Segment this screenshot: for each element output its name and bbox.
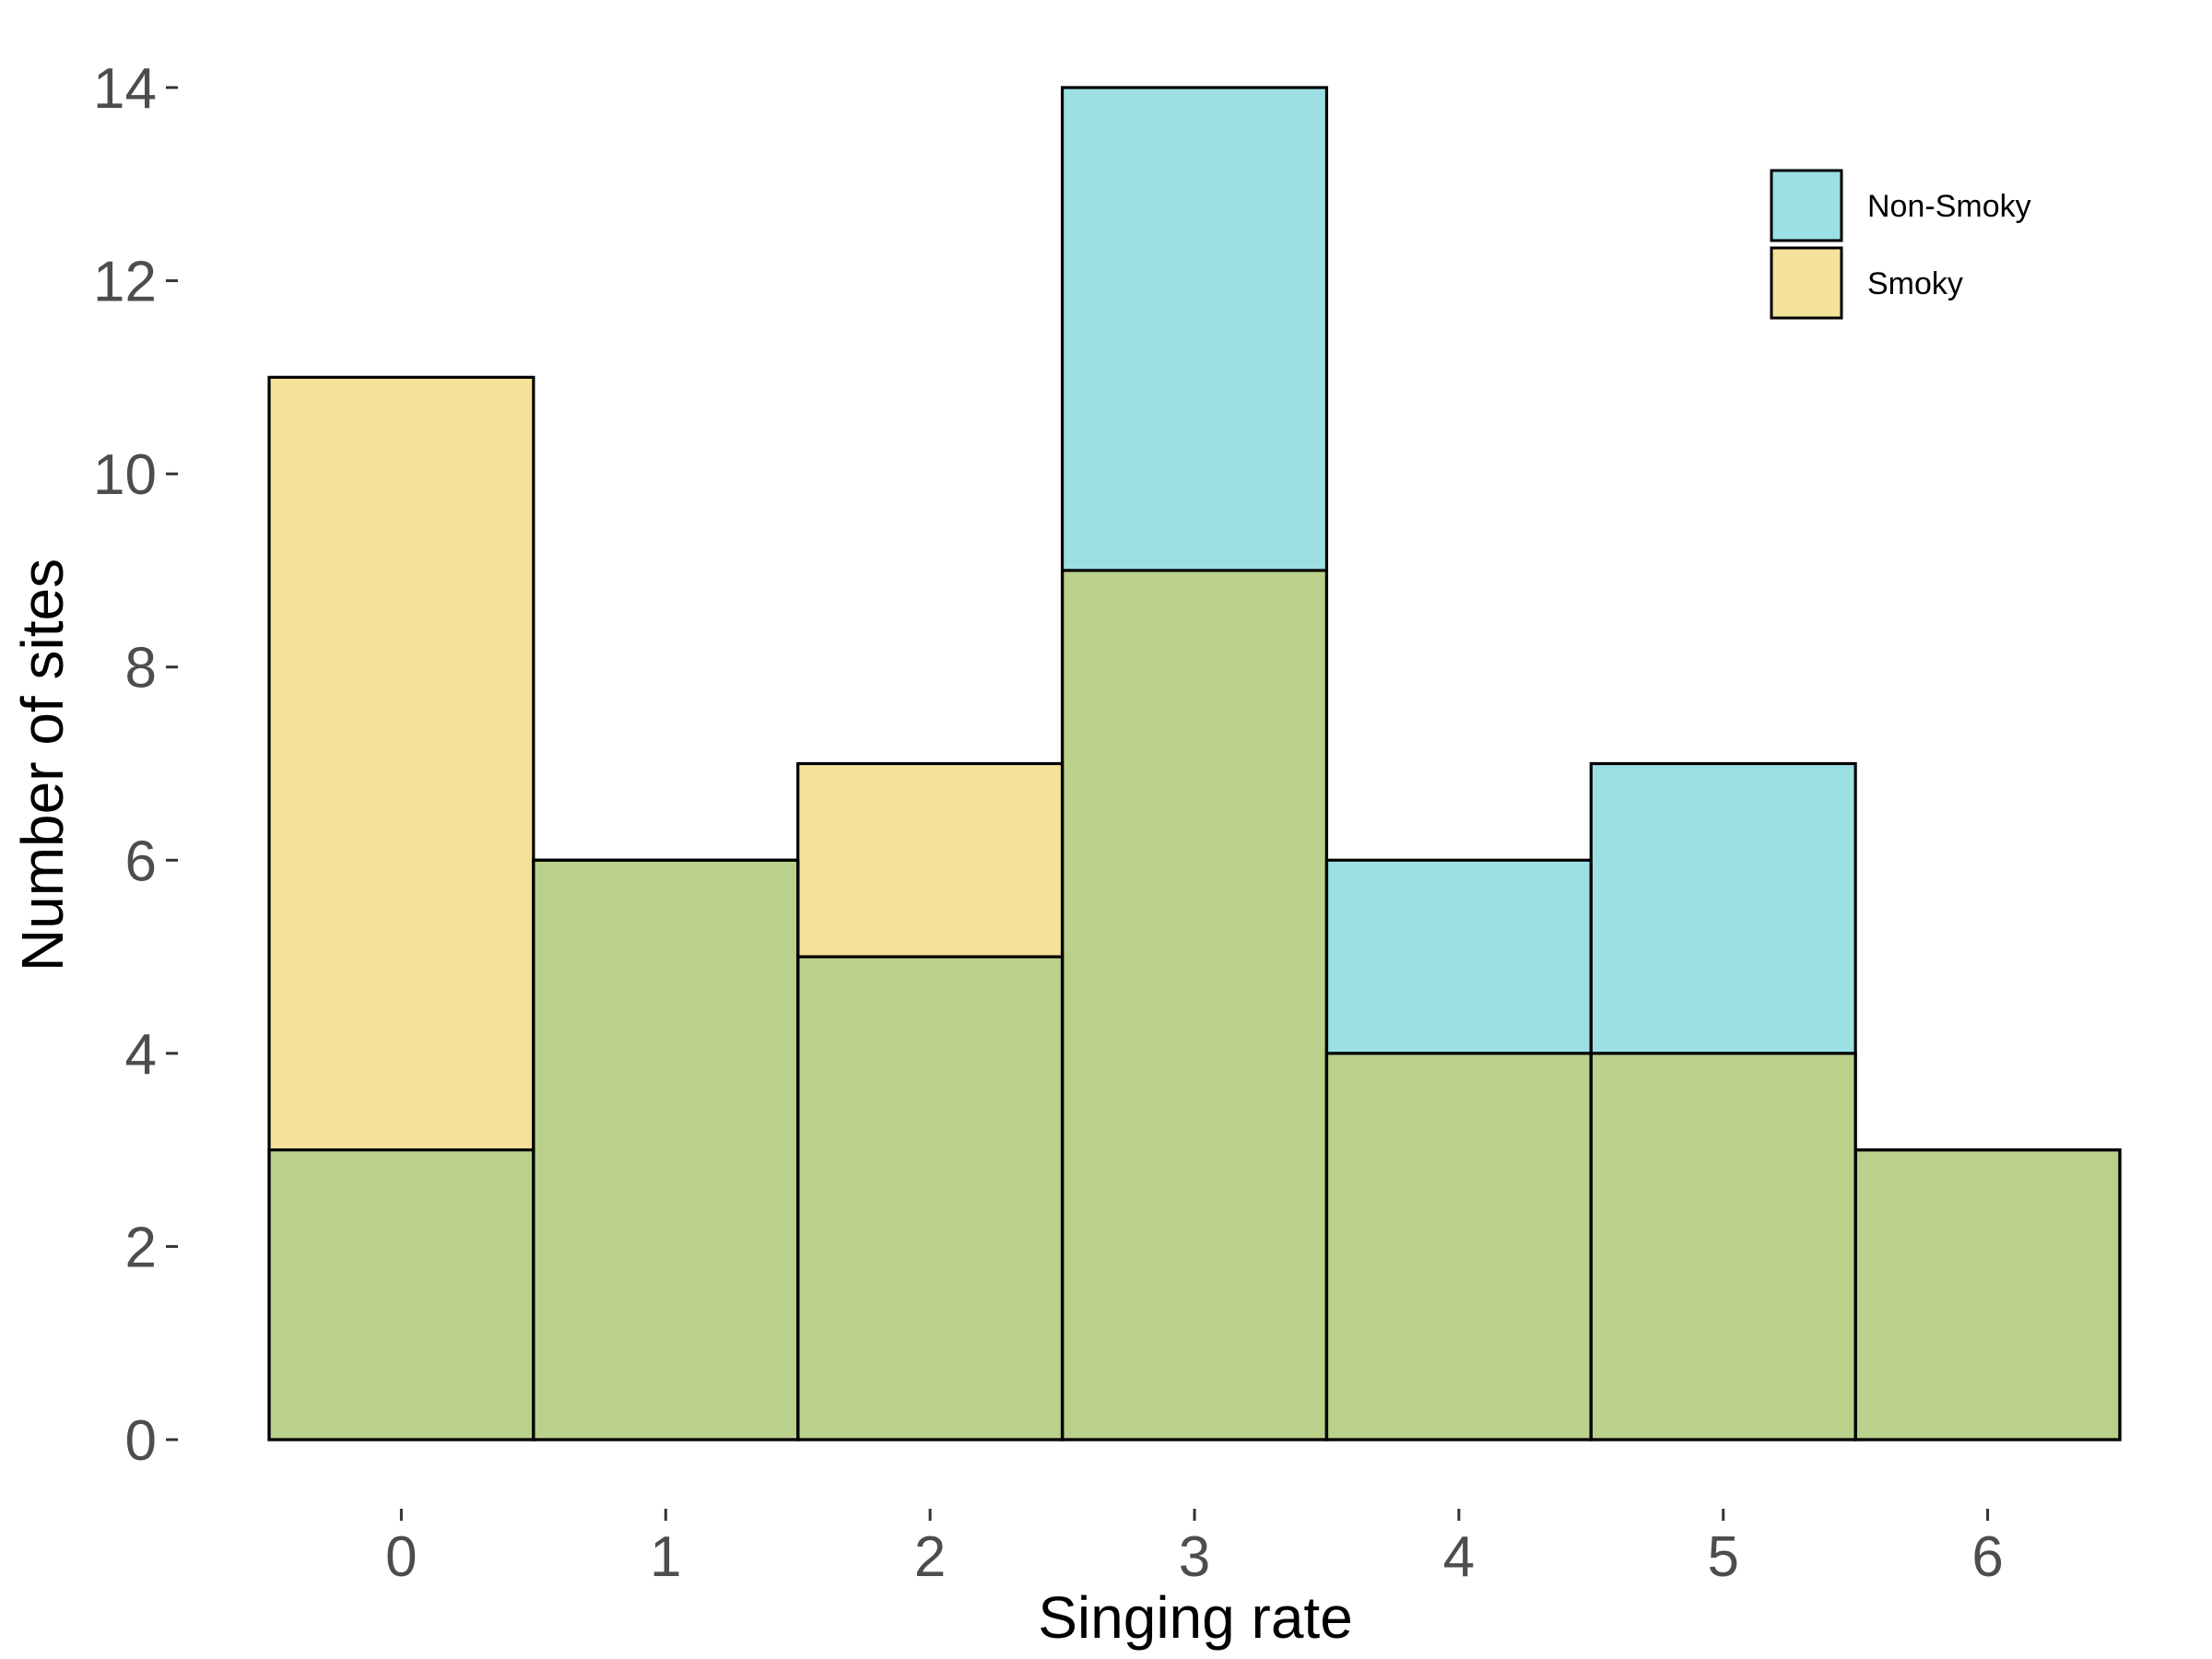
x-tick-label-1: 1 (650, 1525, 681, 1589)
y-axis: 0 2 4 6 8 10 12 14 (93, 57, 178, 1473)
y-tick-label-14: 14 (93, 57, 157, 121)
x-tick-label-6: 6 (1971, 1525, 2003, 1589)
legend: Non-Smoky Smoky (1770, 169, 2031, 320)
bar-overlap-4 (1326, 1053, 1592, 1440)
y-tick-label-4: 4 (125, 1023, 157, 1087)
y-tick-label-8: 8 (125, 637, 157, 700)
bar-overlap-2 (797, 957, 1063, 1440)
bar-top-2 (797, 763, 1063, 958)
y-tick-label-12: 12 (93, 251, 157, 314)
bar-non-smoky-6 (1853, 1148, 2122, 1441)
x-axis: 0 1 2 3 4 5 6 (385, 1509, 2004, 1589)
bar-overlap-6 (1855, 1149, 2120, 1440)
x-tick-label-2: 2 (914, 1525, 946, 1589)
bar-overlap-0 (269, 1149, 534, 1440)
bar-non-smoky-3 (1060, 86, 1329, 1441)
y-tick-label-6: 6 (125, 830, 157, 893)
legend-swatch-non-smoky (1770, 169, 1843, 242)
bar-overlap-1 (533, 860, 798, 1440)
bar-top-4 (1326, 860, 1592, 1053)
bar-non-smoky-5 (1589, 761, 1857, 1441)
y-tick-label-0: 0 (125, 1409, 157, 1473)
bar-overlap-3 (1062, 570, 1327, 1440)
y-tick-label-2: 2 (125, 1216, 157, 1279)
legend-label-non-smoky: Non-Smoky (1867, 189, 2031, 224)
x-tick-label-5: 5 (1707, 1525, 1738, 1589)
y-tick-label-10: 10 (93, 443, 157, 507)
bar-overlap-5 (1591, 1053, 1856, 1440)
bar-top-5 (1591, 763, 1856, 1053)
x-tick-label-4: 4 (1443, 1525, 1475, 1589)
x-tick-label-3: 3 (1179, 1525, 1210, 1589)
legend-label-smoky: Smoky (1867, 266, 1963, 301)
bar-top-0 (269, 377, 534, 1150)
bars-layer (267, 86, 2122, 1441)
x-tick-label-0: 0 (385, 1525, 417, 1589)
y-axis-title: Number of sites (9, 559, 76, 971)
bar-top-3 (1062, 88, 1327, 571)
x-axis-title: Singing rate (1038, 1584, 1353, 1651)
legend-swatch-smoky (1770, 246, 1843, 320)
